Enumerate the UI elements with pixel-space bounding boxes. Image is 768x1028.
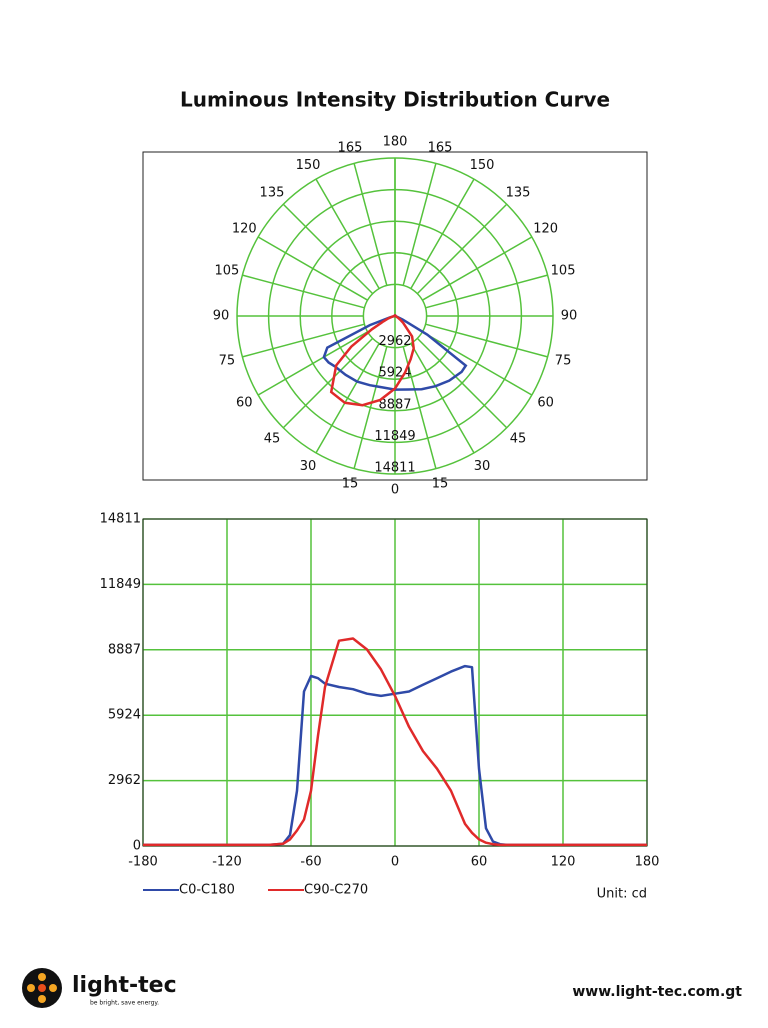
polar-spoke (353, 163, 388, 286)
r-tick-label: 2962 (378, 334, 411, 349)
title: Luminous Intensity Distribution Curve (180, 88, 610, 112)
polar-spoke (416, 203, 508, 295)
x-tick-label: -180 (128, 855, 158, 870)
polar-spoke (242, 323, 365, 358)
x-tick-label: -120 (212, 855, 242, 870)
url: www.light-tec.com.gt (572, 984, 742, 1000)
angle-label: 150 (470, 158, 495, 173)
polar-spoke (425, 323, 548, 358)
polar-spoke (282, 337, 374, 429)
polar-spoke (402, 163, 437, 286)
unit-label: Unit: cd (597, 887, 647, 902)
polar-spoke (425, 274, 548, 309)
series-line (143, 637, 647, 847)
polar-curve (329, 314, 415, 407)
angle-label: 120 (232, 222, 257, 237)
angle-label: 15 (342, 477, 359, 492)
logo-dot (38, 973, 46, 981)
angle-label: 165 (338, 140, 363, 155)
angle-label: 30 (300, 459, 317, 474)
polar-spoke (242, 274, 365, 309)
angle-label: 135 (506, 185, 531, 200)
y-tick-label: 11849 (100, 577, 141, 592)
angle-label: 135 (260, 185, 285, 200)
polar-spoke (421, 236, 533, 301)
polar-spoke (421, 331, 533, 396)
logo-dot (27, 984, 35, 992)
legend-label: C0-C180 (179, 883, 235, 898)
polar-spoke (257, 236, 369, 301)
x-tick-label: 180 (635, 855, 660, 870)
x-tick-label: 120 (551, 855, 576, 870)
angle-label: 90 (561, 309, 578, 324)
x-tick-label: 60 (471, 855, 488, 870)
polar-frame (142, 151, 648, 481)
x-tick-label: -60 (300, 855, 321, 870)
polar-spoke (410, 342, 475, 454)
y-tick-label: 2962 (108, 773, 141, 788)
angle-label: 180 (383, 135, 408, 150)
y-tick-label: 0 (133, 839, 141, 854)
polar-spoke (282, 203, 374, 295)
polar-spoke (315, 178, 380, 290)
angle-label: 45 (264, 432, 281, 447)
angle-label: 15 (432, 477, 449, 492)
angle-label: 165 (428, 140, 453, 155)
angle-label: 105 (215, 263, 240, 278)
y-tick-label: 5924 (108, 708, 141, 723)
polar-spoke (257, 331, 369, 396)
plot-border (142, 518, 648, 847)
logo-dot (49, 984, 57, 992)
polar-spoke (353, 346, 388, 469)
r-tick-label: 11849 (374, 429, 415, 444)
angle-label: 60 (537, 396, 554, 411)
angle-label: 30 (474, 459, 491, 474)
polar-spoke (416, 337, 508, 429)
angle-label: 75 (219, 354, 236, 369)
angle-label: 60 (236, 396, 253, 411)
angle-label: 120 (533, 222, 558, 237)
angle-label: 45 (510, 432, 527, 447)
polar-spoke (410, 178, 475, 290)
r-tick-label: 14811 (374, 461, 415, 476)
logo-dot (38, 995, 46, 1003)
angle-label: 75 (555, 354, 572, 369)
slogan: be bright, save energy. (90, 1000, 159, 1007)
r-tick-label: 8887 (378, 397, 411, 412)
angle-label: 90 (213, 309, 230, 324)
y-tick-label: 8887 (108, 642, 141, 657)
legend-label: C90-C270 (304, 883, 368, 898)
angle-label: 150 (296, 158, 321, 173)
angle-label: 0 (391, 483, 399, 498)
brand: light-tec (72, 973, 177, 998)
y-tick-label: 14811 (100, 512, 141, 527)
polar-spoke (315, 342, 380, 454)
angle-label: 105 (551, 263, 576, 278)
x-tick-label: 0 (391, 855, 399, 870)
logo-dot (38, 984, 46, 992)
